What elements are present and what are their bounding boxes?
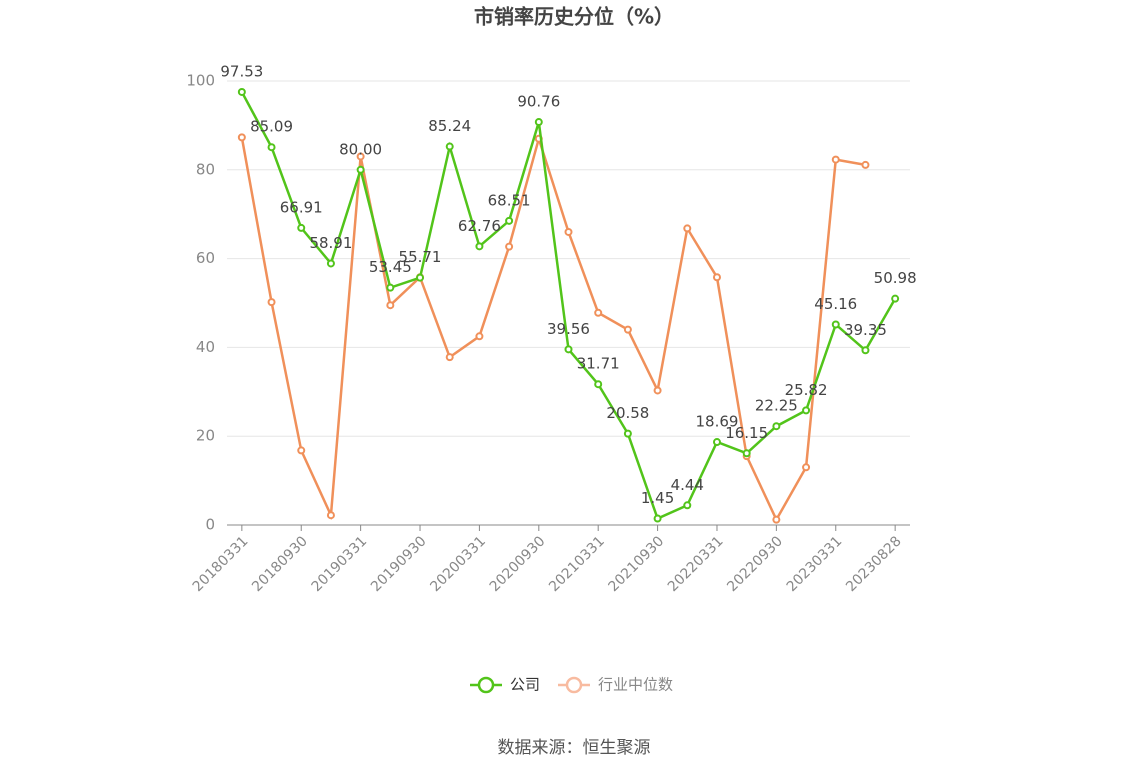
x-tick-label: 20190331 [309, 533, 371, 595]
data-label: 20.58 [606, 404, 649, 422]
data-label: 90.76 [517, 93, 560, 111]
data-label: 68.51 [488, 191, 531, 209]
data-point [653, 386, 662, 395]
data-point [712, 438, 721, 447]
data-label: 39.56 [547, 320, 590, 338]
y-tick-label: 80 [196, 160, 215, 178]
data-point [772, 422, 781, 431]
data-point [326, 511, 335, 520]
data-label: 85.09 [250, 118, 293, 136]
data-point [831, 155, 840, 164]
data-point [237, 87, 246, 96]
data-label: 1.45 [641, 489, 674, 507]
data-point [386, 283, 395, 292]
x-tick-label: 20180331 [190, 533, 252, 595]
y-tick-label: 40 [196, 338, 215, 356]
x-tick-label: 20210930 [606, 533, 668, 595]
data-point [623, 325, 632, 334]
data-point [475, 242, 484, 251]
y-tick-label: 0 [205, 516, 215, 534]
data-point [356, 165, 365, 174]
data-label: 53.45 [369, 258, 412, 276]
y-tick-label: 60 [196, 249, 215, 267]
data-point [861, 346, 870, 355]
data-label: 18.69 [696, 413, 739, 431]
data-point [594, 308, 603, 317]
data-label: 66.91 [280, 198, 323, 216]
data-point [564, 227, 573, 236]
x-tick-label: 20220930 [724, 533, 786, 595]
data-point [356, 152, 365, 161]
x-tick-label: 20190930 [368, 533, 430, 595]
data-point [831, 320, 840, 329]
data-label: 85.24 [428, 117, 471, 135]
data-point [326, 259, 335, 268]
x-tick-label: 20220331 [665, 533, 727, 595]
data-label: 16.15 [725, 424, 768, 442]
series-line [240, 134, 866, 523]
data-point [594, 380, 603, 389]
data-point [416, 273, 425, 282]
data-point [267, 143, 276, 152]
x-tick-label: 20230828 [843, 533, 905, 595]
data-label: 55.71 [399, 248, 442, 266]
data-point [505, 216, 514, 225]
x-tick-label: 20230331 [784, 533, 846, 595]
y-tick-label: 20 [196, 427, 215, 445]
data-point [772, 515, 781, 524]
data-label: 62.76 [458, 217, 501, 235]
data-point [297, 446, 306, 455]
data-label: 58.91 [309, 234, 352, 252]
data-point [623, 429, 632, 438]
data-point [891, 294, 900, 303]
x-tick-label: 20210331 [546, 533, 608, 595]
data-point [653, 514, 662, 523]
data-point [564, 345, 573, 354]
data-point [267, 298, 276, 307]
x-tick-label: 20200930 [487, 533, 549, 595]
data-point [505, 242, 514, 251]
data-point [861, 160, 870, 169]
data-label: 31.71 [577, 355, 620, 373]
data-point [386, 301, 395, 310]
data-label: 50.98 [874, 269, 917, 287]
data-point [237, 133, 246, 142]
chart-title: 市销率历史分位（%） [474, 5, 674, 29]
x-tick-label: 20180930 [249, 533, 311, 595]
data-point [297, 223, 306, 232]
legend-label: 公司 [510, 676, 540, 694]
data-label: 39.35 [844, 321, 887, 339]
legend-label: 行业中位数 [598, 676, 673, 694]
data-point [802, 463, 811, 472]
data-point [683, 224, 692, 233]
x-tick-label: 20200331 [427, 533, 489, 595]
legend-marker [477, 676, 495, 694]
data-label: 97.53 [220, 62, 263, 80]
data-label: 45.16 [814, 295, 857, 313]
data-point [534, 118, 543, 127]
data-point [683, 501, 692, 510]
data-point [475, 332, 484, 341]
data-point [445, 142, 454, 151]
data-label: 22.25 [755, 397, 798, 415]
source: 数据来源：恒生聚源 [498, 738, 651, 758]
data-point [712, 273, 721, 282]
data-point [802, 406, 811, 415]
data-point [445, 353, 454, 362]
y-tick-label: 100 [186, 72, 215, 90]
data-point [742, 449, 751, 458]
data-label: 25.82 [785, 381, 828, 399]
legend-marker [565, 676, 583, 694]
data-label: 80.00 [339, 140, 382, 158]
data-label: 4.44 [671, 476, 704, 494]
